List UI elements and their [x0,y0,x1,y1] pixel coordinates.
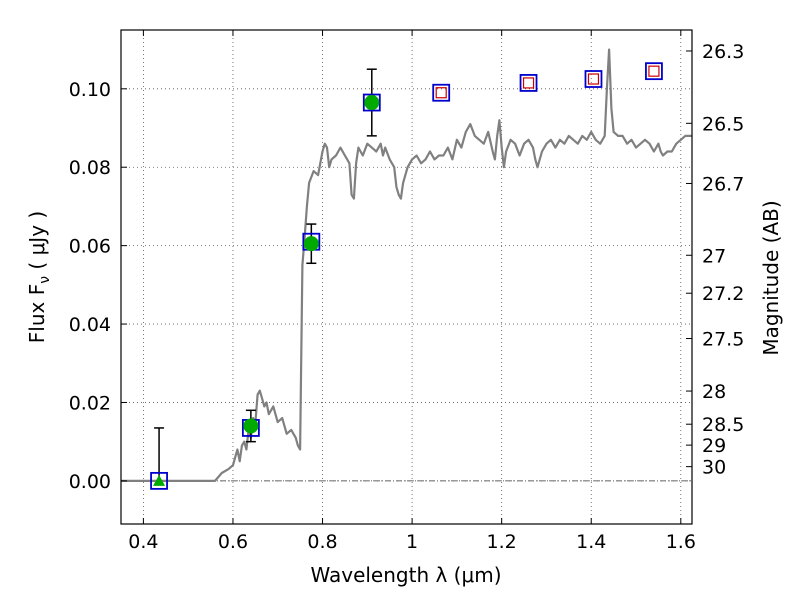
magnitude-tick-label: 26.3 [702,41,744,63]
magnitude-tick-label: 28.5 [702,414,744,436]
x-tick-label: 1 [406,531,418,553]
x-axis-ticks: 0.4 0.6 0.8 1 1.2 1.4 1.6 [128,30,696,553]
blue-square-marker [519,74,538,92]
magnitude-tick-label: 27.5 [702,329,744,351]
magnitude-axis-label: Magnitude (AB) [759,200,783,355]
x-tick-label: 1.4 [576,531,606,553]
green-circle-marker [243,418,259,434]
y-tick-label: 0.00 [69,471,111,493]
green-circle-marker [364,95,380,111]
y-axis-label-sub: ν [37,276,53,284]
y-axis-label-unit: ( μJy ) [25,211,49,276]
plot-frame [120,29,693,525]
red-square-marker [435,87,447,99]
magnitude-tick-label: 30 [702,457,726,479]
y-tick-label: 0.04 [69,314,111,336]
blue-square-marker [150,471,168,490]
x-tick-label: 1.6 [666,531,696,553]
blue-square-marker [584,70,603,88]
magnitude-tick-label: 29 [702,435,726,457]
magnitude-tick-label: 27 [702,245,726,267]
data-markers [150,62,663,490]
y-tick-label: 0.02 [69,392,111,414]
y-tick-label: 0.06 [69,236,111,258]
magnitude-tick-label: 28 [702,381,726,403]
spectrum-line [121,48,692,482]
y-axis-label: Flux Fν ( μJy ) [25,211,53,343]
x-tick-label: 0.6 [218,531,248,553]
x-tick-label: 0.8 [307,531,337,553]
blue-square-marker [362,93,381,112]
blue-square-marker [645,62,663,81]
error-bars [154,68,377,481]
red-square-marker [522,77,535,89]
magnitude-tick-label: 27.2 [702,283,744,305]
y-tick-label: 0.08 [69,157,111,179]
x-tick-label: 0.4 [128,531,158,553]
magnitude-tick-label: 26.7 [702,173,744,195]
red-square-marker [587,73,600,85]
blue-square-marker [432,83,451,102]
x-axis-label: Wavelength λ (μm) [310,563,501,587]
y-axis-ticks: 0.00 0.02 0.04 0.06 0.08 0.10 [69,79,127,493]
magnitude-tick-label: 26.5 [702,113,744,135]
x-tick-label: 1.2 [487,531,517,553]
y-tick-label: 0.10 [69,79,111,101]
green-triangle-marker [153,474,166,486]
green-circle-marker [303,236,319,252]
model-spectrum [121,48,692,482]
y-axis-label-main: Flux F [25,284,49,343]
red-square-marker [648,65,660,77]
